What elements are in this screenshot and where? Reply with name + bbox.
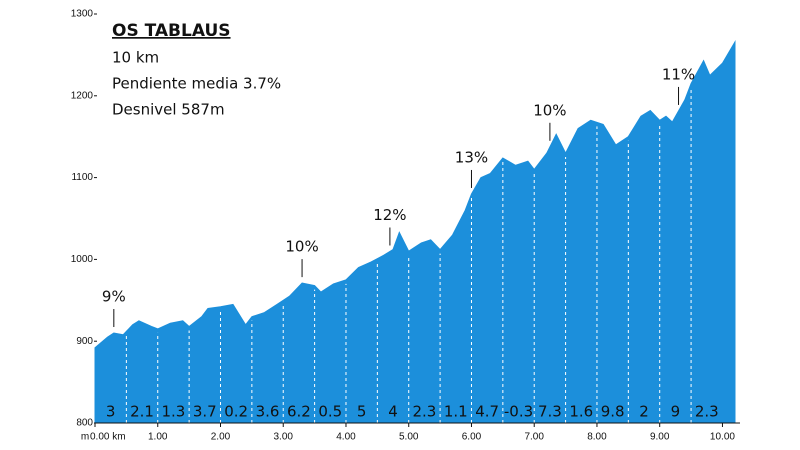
annotation-label: 11% xyxy=(662,65,695,83)
x-tick-label: 9.00 xyxy=(650,432,670,443)
segment-gradient: 2.1 xyxy=(130,403,154,421)
segment-gradient: 6.2 xyxy=(287,403,311,421)
chart-title: OS TABLAUS xyxy=(112,21,231,41)
segment-gradient: 0.2 xyxy=(224,403,248,421)
segment-gradient: 1.6 xyxy=(569,403,593,421)
segment-gradient: 2.3 xyxy=(695,403,719,421)
segment-gradient: 5 xyxy=(357,403,367,421)
segment-gradient: 7.3 xyxy=(538,403,562,421)
y-tick-label: 1200 xyxy=(71,90,94,101)
segment-gradient: 2 xyxy=(639,403,649,421)
segment-gradient: 2.3 xyxy=(412,403,436,421)
y-tick-label: 1000 xyxy=(71,254,94,265)
y-tick-label: 800 xyxy=(76,418,93,429)
segment-gradient: 1.1 xyxy=(444,403,468,421)
segment-gradient: 4 xyxy=(388,403,398,421)
segment-gradient: 9 xyxy=(671,403,681,421)
annotation-label: 12% xyxy=(373,206,406,224)
x-tick-label: 7.00 xyxy=(524,432,544,443)
info-line: Pendiente media 3.7% xyxy=(112,75,281,93)
y-tick-label: 1300 xyxy=(71,9,94,20)
annotation-label: 13% xyxy=(455,148,488,166)
x-tick-label: 3.00 xyxy=(274,432,294,443)
segment-gradient: 3.6 xyxy=(256,403,280,421)
x-tick-label: 4.00 xyxy=(336,432,356,443)
y-unit: m xyxy=(81,432,89,443)
info-line: 10 km xyxy=(112,49,159,67)
segment-gradient: 4.7 xyxy=(475,403,499,421)
segment-gradient: 9.8 xyxy=(601,403,625,421)
annotation-label: 10% xyxy=(285,238,318,256)
y-tick-label: 900 xyxy=(76,336,93,347)
segment-gradient: 3.7 xyxy=(193,403,217,421)
annotation-label: 10% xyxy=(533,101,566,119)
elevation-profile xyxy=(94,39,736,424)
x-tick-label: 2.00 xyxy=(211,432,231,443)
x-tick-label: 1.00 xyxy=(148,432,168,443)
segment-gradient: 3 xyxy=(106,403,116,421)
x-tick-label: 10.00 xyxy=(710,432,735,443)
x-tick-label: 0.00 km xyxy=(90,432,126,443)
x-tick-label: 6.00 xyxy=(462,432,482,443)
x-tick-label: 5.00 xyxy=(399,432,419,443)
x-tick-label: 8.00 xyxy=(587,432,607,443)
segment-gradient: -0.3 xyxy=(504,403,533,421)
info-line: Desnivel 587m xyxy=(112,101,225,119)
y-tick-label: 1100 xyxy=(71,172,93,183)
segment-gradient: 1.3 xyxy=(162,403,186,421)
segment-gradient: 0.5 xyxy=(318,403,342,421)
annotation-label: 9% xyxy=(102,288,126,306)
